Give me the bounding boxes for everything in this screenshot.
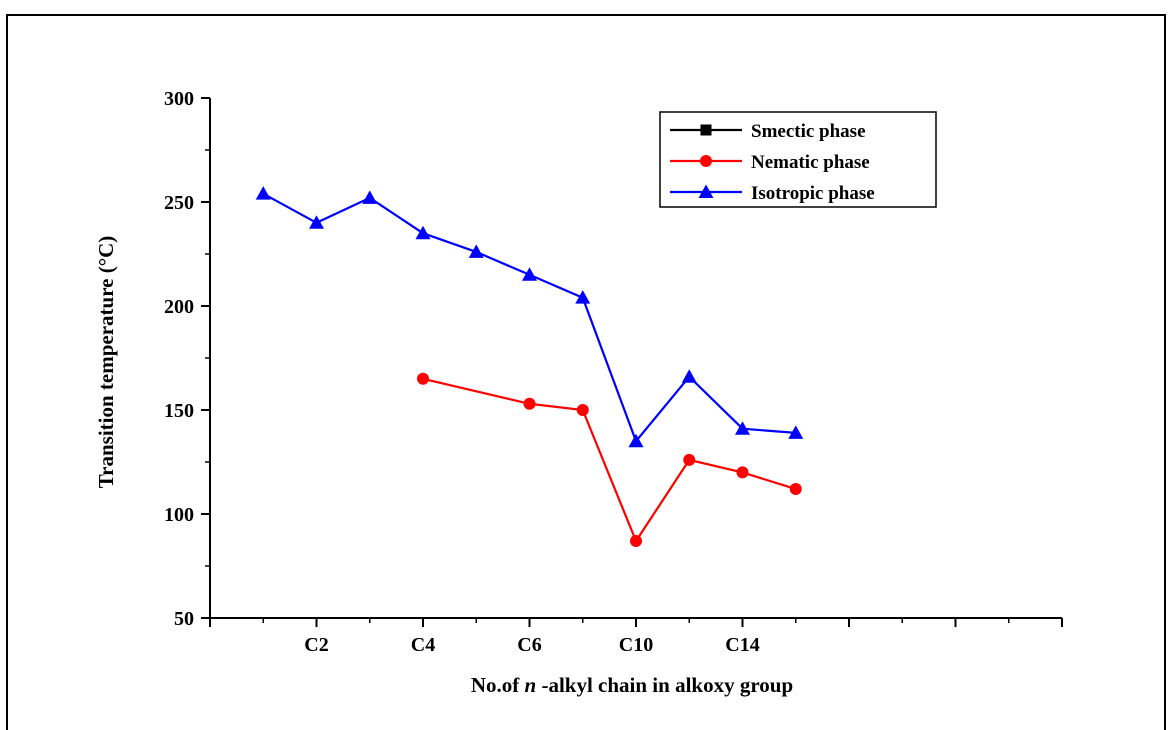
x-tick-label: C14 [725,634,759,656]
legend-label: Isotropic phase [751,183,875,204]
series-nematic-phase [417,372,802,548]
data-point [575,290,591,304]
legend-label: Smectic phase [751,121,866,142]
x-axis-label-italic: n [525,673,537,697]
y-tick-label: 300 [164,88,194,110]
legend-marker [700,155,712,167]
x-tick-label: C2 [304,634,328,656]
data-point [681,369,697,383]
data-point [309,215,324,229]
x-axis-label-suffix: -alkyl chain in alkoxy group [536,673,793,697]
data-point [417,372,429,385]
plot-area [255,186,804,548]
y-tick-label: 250 [164,192,194,214]
series-line [422,377,797,544]
x-tick-label: C6 [517,634,541,656]
data-point [522,267,537,281]
data-point [683,453,696,466]
y-tick-label: 100 [164,504,194,526]
data-point [736,466,749,479]
x-tick-label: C10 [619,634,653,656]
x-axis-label: No.of n -alkyl chain in alkoxy group [471,673,793,697]
axes: C2 C4 C6 C10 C14 50 100 150 200 250 300 [164,88,1063,656]
y-tick-label: 200 [164,296,194,318]
legend: Smectic phase Nematic phase Isotropic phas… [659,111,937,208]
chart-frame [6,14,1166,730]
series-isotropic-phase [255,186,804,448]
data-point [255,186,271,200]
data-point [788,425,804,439]
data-point [468,244,484,258]
data-point [789,483,802,496]
legend-marker [698,184,714,198]
data-point [735,421,750,435]
x-axis-label-prefix: No.of [471,673,525,697]
y-ticks: 50 100 150 200 250 300 [164,88,210,630]
data-point [362,190,378,204]
data-point [415,225,431,240]
data-point [576,404,589,416]
x-ticks: C2 C4 C6 C10 C14 [209,618,1063,656]
data-point [630,535,642,548]
data-point [523,397,536,410]
legend-label: Nematic phase [751,152,870,173]
legend-marker [700,124,712,136]
data-point [628,433,644,448]
y-axis-label: Transition temperature (°C) [94,236,118,489]
y-tick-label: 50 [174,608,194,630]
x-tick-label: C4 [411,634,435,656]
y-tick-label: 150 [164,400,194,422]
